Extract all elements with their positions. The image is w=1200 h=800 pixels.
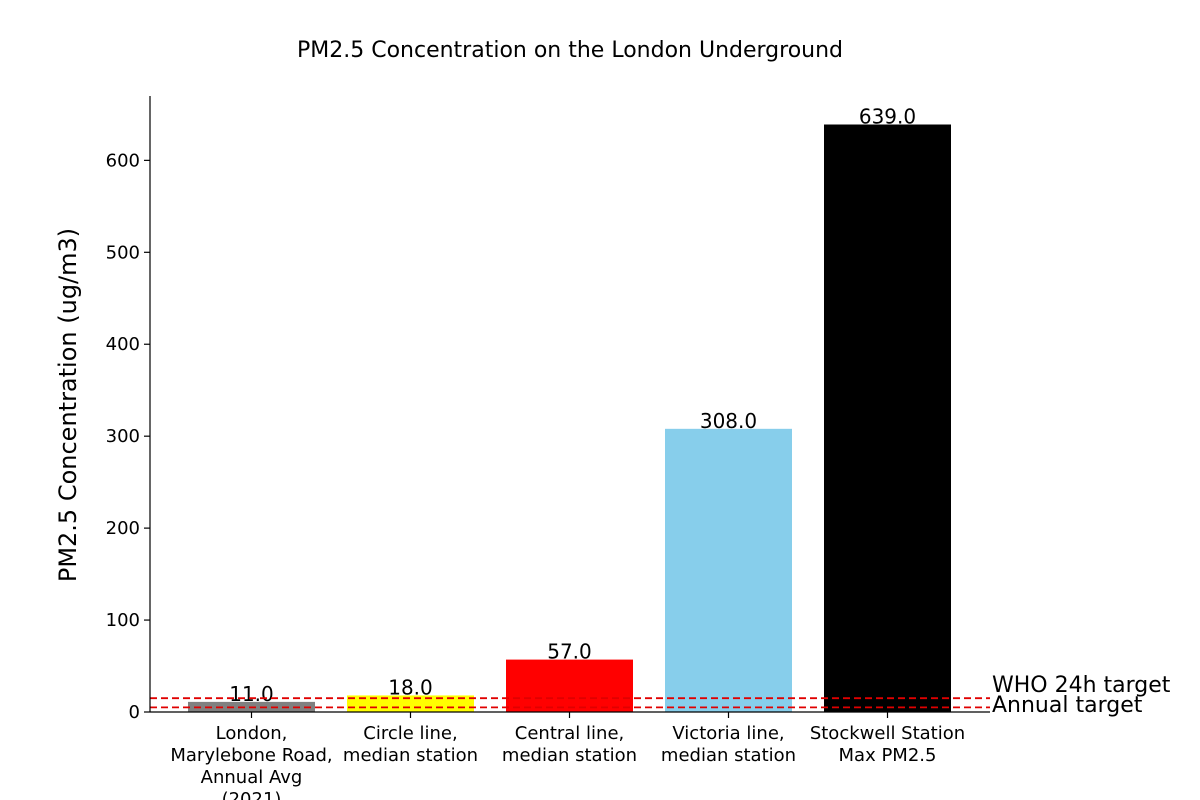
data-label-1: 11.0 [229,682,274,706]
reference-label-2: Annual target [992,693,1143,718]
bar-4 [665,428,792,712]
y-axis-label: PM2.5 Concentration (ug/m3) [54,228,82,582]
bar-3 [506,659,633,712]
x-tick-label: Circle line, median station [343,723,478,766]
y-tick-label: 100 [106,610,140,631]
data-label-5: 639.0 [859,105,916,129]
y-tick-label: 500 [106,242,140,263]
bar-5 [824,124,951,713]
data-label-2: 18.0 [388,675,433,699]
x-tick-label: Central line, median station [502,723,637,766]
reference-label-1: WHO 24h target [992,673,1171,698]
y-tick-label: 600 [106,150,140,171]
data-label-4: 308.0 [700,409,757,433]
y-tick-label: 300 [106,426,140,447]
x-tick-label: London, Marylebone Road, Annual Avg (2021) [170,723,332,800]
y-tick-label: 0 [129,702,140,723]
x-tick-label: Stockwell Station Max PM2.5 [810,723,965,766]
data-label-3: 57.0 [547,640,592,664]
x-tick-label: Victoria line, median station [661,723,796,766]
y-tick-label: 400 [106,334,140,355]
plot-area: 11.0 18.0 57.0 308.0 639.0 WHO 24h targetAnnu… [106,96,1171,800]
chart-title: PM2.5 Concentration on the London Underg… [297,38,843,63]
y-tick-label: 200 [106,518,140,539]
